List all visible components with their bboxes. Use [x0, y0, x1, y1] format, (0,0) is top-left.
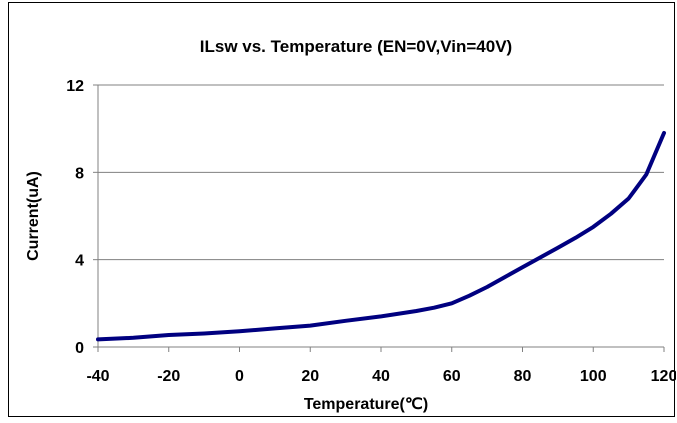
x-axis-label: Temperature(℃) [304, 396, 428, 413]
x-tick-label: -20 [157, 368, 180, 385]
x-tick-label: -40 [86, 368, 109, 385]
y-axis-ticks: 0 4 8 12 [66, 78, 98, 357]
gridlines [98, 84, 664, 261]
x-tick-label: 100 [580, 368, 607, 385]
y-tick-label: 12 [66, 78, 84, 95]
x-tick-label: 40 [372, 368, 390, 385]
y-tick-label: 8 [75, 165, 84, 182]
current-series-line [96, 131, 666, 342]
line-chart: ILsw vs. Temperature (EN=0V,Vin=40V) 0 4 8… [25, 37, 677, 413]
x-axis-ticks: -40 -20 0 20 40 60 80 100 120 [86, 347, 677, 385]
x-tick-label: 120 [651, 368, 676, 385]
x-tick-label: 60 [443, 368, 461, 385]
x-tick-label: 20 [301, 368, 319, 385]
chart-title: ILsw vs. Temperature (EN=0V,Vin=40V) [200, 37, 512, 56]
chart-area: ILsw vs. Temperature (EN=0V,Vin=40V) 0 4 8… [8, 2, 677, 417]
y-tick-label: 4 [75, 253, 84, 270]
y-axis-label: Current(uA) [25, 171, 42, 261]
y-tick-label: 0 [75, 340, 84, 357]
x-tick-label: 80 [514, 368, 532, 385]
x-tick-label: 0 [235, 368, 244, 385]
